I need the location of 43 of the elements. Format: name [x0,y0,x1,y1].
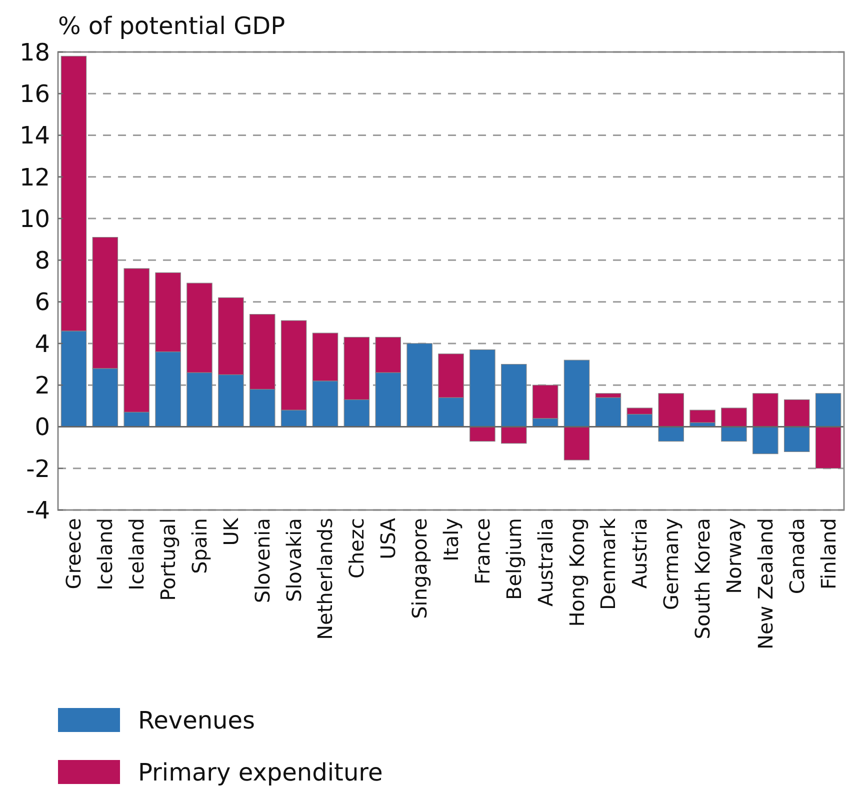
x-tick-label: Austria [628,518,652,589]
x-tick-label: Finland [816,518,840,590]
x-tick-label: Singapore [408,518,432,619]
y-tick-label: -4 [26,496,50,524]
y-tick-label: 14 [19,122,50,150]
y-tick-label: 12 [19,163,50,192]
x-tick-label: Netherlands [313,518,338,640]
y-tick-label: 18 [19,38,50,66]
x-tick-label: Denmark [596,518,620,610]
y-tick-label: 4 [34,330,50,358]
x-tick-label: Hong Kong [564,518,589,627]
x-tick-label: Greece [62,518,86,590]
bar [595,397,622,428]
bar [690,410,716,423]
legend-label: Primary expenditure [138,758,383,786]
x-tick-label: Italy [439,518,463,562]
y-tick-label: 6 [34,288,50,316]
x-tick-label: UK [218,517,243,546]
y-tick-label: -2 [26,454,50,483]
x-tick-label: France [470,518,494,585]
x-tick-label: New Zealand [753,518,778,650]
x-tick-label: Spain [187,518,212,574]
y-tick-label: 10 [19,204,50,233]
x-tick-label: Slovakia [282,518,306,602]
x-tick-label: South Korea [690,518,715,640]
y-tick-label: 0 [34,413,50,442]
y-tick-label: 2 [34,371,50,400]
x-tick-label: Iceland [93,518,118,590]
x-tick-label: Portugal [156,518,180,601]
x-tick-label: Canada [784,518,809,594]
x-tick-label: Australia [533,518,558,606]
x-tick-label: Germany [659,518,684,610]
x-tick-label: Belgium [502,518,526,600]
x-tick-label: Iceland [124,518,149,590]
bar [406,343,432,428]
y-tick-label: 8 [34,246,50,275]
x-tick-label: USA [376,518,400,560]
y-tick-label: 16 [19,80,50,108]
x-tick-label: Norway [722,518,746,594]
x-tick-label: Chezc [344,518,369,578]
y-axis-title: % of potential GDP [58,12,286,40]
legend-label: Revenues [138,706,256,734]
x-tick-label: Slovenia [250,518,274,604]
